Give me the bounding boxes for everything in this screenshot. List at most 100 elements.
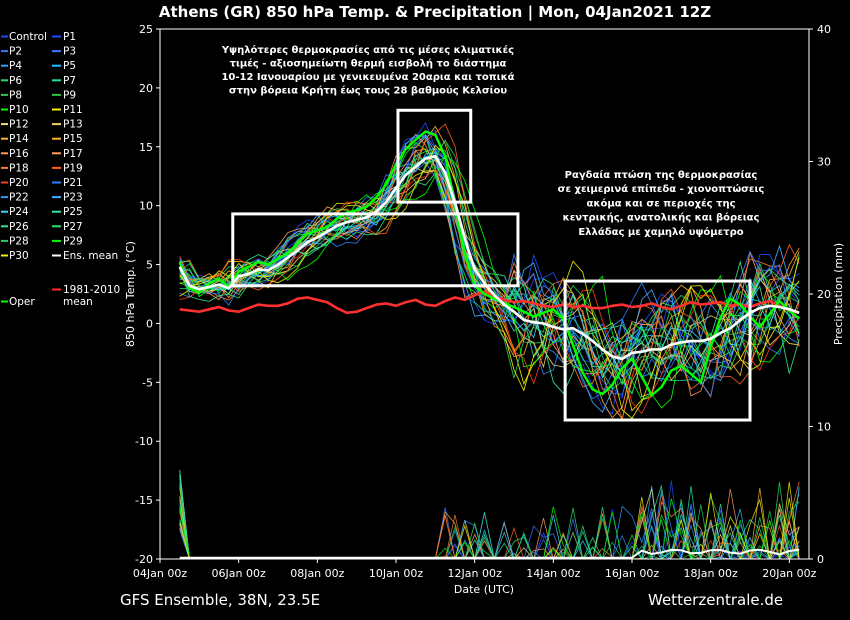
chart-title: Athens (GR) 850 hPa Temp. & Precipitatio… bbox=[159, 3, 711, 22]
ensemble-member-line bbox=[179, 170, 800, 395]
precip-member-line bbox=[179, 501, 800, 559]
y-tick-label: 25 bbox=[139, 23, 153, 36]
legend-label: P27 bbox=[63, 221, 83, 233]
annotation-cold-line: ακόμα και σε περιοχές της bbox=[587, 197, 736, 209]
legend-label: Ens. mean bbox=[63, 250, 118, 262]
legend-label: P15 bbox=[63, 133, 83, 145]
y2-tick-label: 40 bbox=[817, 23, 831, 36]
annotation-warm-line: τιμές - αξιοσημείωτη θερμή εισβολή το δι… bbox=[230, 58, 507, 70]
y-axis-left: 25 20 15 10 5 0 -5 -10 -15 -20 bbox=[135, 23, 160, 566]
legend-label: P3 bbox=[63, 46, 76, 58]
y2-tick-label: 20 bbox=[817, 288, 831, 301]
legend-label: P17 bbox=[63, 148, 83, 160]
precip-mean-line bbox=[179, 548, 800, 559]
legend-label: P24 bbox=[9, 206, 29, 218]
legend-label-climatology: 1981-2010 bbox=[63, 284, 120, 296]
ensemble-mean-line bbox=[178, 154, 800, 361]
y2-tick-label: 0 bbox=[817, 553, 824, 566]
legend-label: P4 bbox=[9, 60, 22, 72]
x-tick-label: 20Jan 00z bbox=[762, 567, 816, 580]
legend-label: P2 bbox=[9, 46, 22, 58]
legend: Control P2 P4 P6 P8 P10 P12 P14 P16 P18 P20 P22 P24 P… bbox=[1, 31, 120, 308]
precip-member-line bbox=[179, 488, 800, 559]
legend-label-oper: Oper bbox=[9, 296, 35, 308]
legend-label: P10 bbox=[9, 104, 29, 116]
y-tick-label: -20 bbox=[135, 553, 153, 566]
x-tick-label: 16Jan 00z bbox=[605, 567, 659, 580]
precip-member-line bbox=[179, 469, 800, 559]
precip-member-line bbox=[179, 470, 800, 559]
legend-label: P20 bbox=[9, 177, 29, 189]
ensemble-member-line bbox=[179, 153, 800, 409]
y-tick-label: 15 bbox=[139, 141, 153, 154]
y-tick-label: -10 bbox=[135, 435, 153, 448]
ensemble-member-line bbox=[179, 134, 800, 413]
legend-label: P1 bbox=[63, 31, 76, 43]
annotation-warm-spell: Υψηλότερες θερμοκρασίες από τις μέσες κλ… bbox=[221, 44, 515, 97]
x-tick-label: 14Jan 00z bbox=[526, 567, 580, 580]
annotation-cold-line: Ελλάδας με χαμηλό υψόμετρο bbox=[578, 226, 743, 238]
ensemble-member-line bbox=[179, 157, 800, 376]
x-tick-label: 06Jan 00z bbox=[212, 567, 266, 580]
legend-label: P5 bbox=[63, 60, 76, 72]
climatology-line bbox=[179, 290, 800, 315]
y-tick-label: -15 bbox=[135, 494, 153, 507]
x-tick-label: 10Jan 00z bbox=[369, 567, 423, 580]
footer-source: Wetterzentrale.de bbox=[648, 591, 783, 609]
operational-line bbox=[178, 130, 800, 398]
y2-tick-label: 10 bbox=[817, 421, 831, 434]
annotation-cold-line: σε χειμερινά επίπεδα - χιονοπτώσεις bbox=[558, 183, 765, 195]
precip-member-line bbox=[179, 474, 800, 559]
annotation-cold-spell: Ραγδαία πτώση της θερμοκρασίας σε χειμερι… bbox=[558, 169, 765, 238]
precip-member-line bbox=[179, 505, 800, 559]
ensemble-member-line bbox=[179, 157, 800, 398]
legend-label: P22 bbox=[9, 192, 29, 204]
highlight-box-cold bbox=[563, 279, 752, 422]
y-tick-label: 20 bbox=[139, 82, 153, 95]
precip-member-line bbox=[179, 488, 800, 559]
legend-label: P8 bbox=[9, 89, 22, 101]
y2-axis-label: Precipitation (mm) bbox=[832, 243, 845, 345]
precip-member-line bbox=[179, 482, 800, 559]
y-tick-label: -5 bbox=[142, 376, 153, 389]
precip-member-line bbox=[179, 514, 800, 559]
legend-label: P29 bbox=[63, 235, 83, 247]
legend-label: P16 bbox=[9, 148, 29, 160]
highlight-boxes bbox=[231, 108, 752, 422]
y2-tick-label: 30 bbox=[817, 156, 831, 169]
highlight-box-peak bbox=[396, 108, 473, 204]
legend-label: P30 bbox=[9, 250, 29, 262]
x-axis-label: Date (UTC) bbox=[454, 583, 514, 596]
legend-label: P9 bbox=[63, 89, 76, 101]
legend-label: P7 bbox=[63, 75, 76, 87]
annotation-warm-line: 10-12 Ιανουαρίου με γενικευμένα 20αρια κ… bbox=[221, 71, 514, 83]
x-tick-label: 12Jan 00z bbox=[448, 567, 502, 580]
precip-member-line bbox=[179, 488, 800, 559]
annotation-warm-line: στην βόρεια Κρήτη έως τους 28 βαθμούς Κε… bbox=[229, 85, 508, 97]
y-tick-label: 10 bbox=[139, 200, 153, 213]
ensemble-member-line bbox=[179, 152, 800, 382]
highlight-box-warm bbox=[231, 212, 520, 288]
ensemble-member-line bbox=[179, 151, 800, 395]
y-axis-label: 850 hPa Temp. (°C) bbox=[124, 241, 137, 347]
x-tick-label: 04Jan 00z bbox=[133, 567, 187, 580]
legend-label: P12 bbox=[9, 119, 29, 131]
x-axis: 04Jan 00z 06Jan 00z 08Jan 00z 10Jan 00z 12Ja… bbox=[133, 559, 817, 580]
y-tick-label: 0 bbox=[146, 317, 153, 330]
precip-member-line bbox=[179, 481, 800, 559]
legend-label: P21 bbox=[63, 177, 83, 189]
annotation-warm-line: Υψηλότερες θερμοκρασίες από τις μέσες κλ… bbox=[221, 44, 514, 56]
legend-label: P6 bbox=[9, 75, 22, 87]
y-axis-right: 40 30 20 10 0 bbox=[809, 23, 831, 566]
precip-member-line bbox=[179, 507, 800, 559]
x-tick-label: 18Jan 00z bbox=[684, 567, 738, 580]
legend-label: P11 bbox=[63, 104, 83, 116]
precip-member-line bbox=[179, 503, 800, 559]
x-tick-label: 08Jan 00z bbox=[290, 567, 344, 580]
legend-label: P18 bbox=[9, 162, 29, 174]
legend-label: P25 bbox=[63, 206, 83, 218]
legend-label: P26 bbox=[9, 221, 29, 233]
annotation-cold-line: κεντρικής, ανατολικής και βόρειας bbox=[563, 212, 760, 224]
legend-label: P13 bbox=[63, 119, 83, 131]
